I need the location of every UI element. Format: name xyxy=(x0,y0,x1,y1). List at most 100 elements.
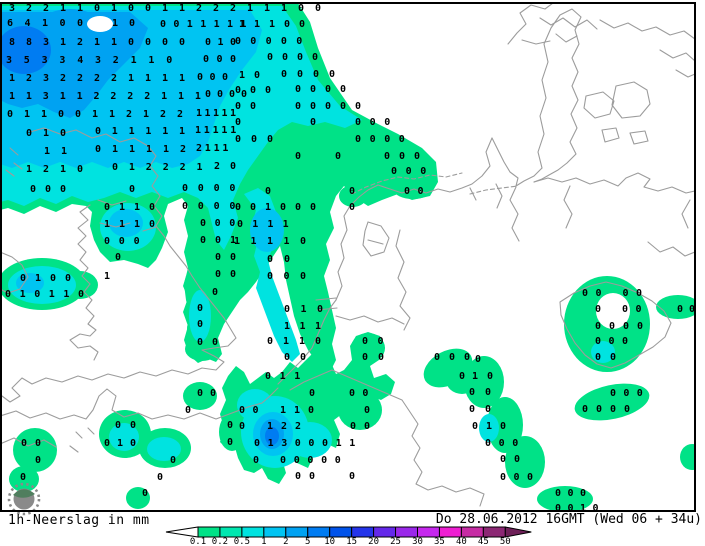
precip-value-row: 00 xyxy=(595,352,626,363)
precip-value-row: 00 xyxy=(215,252,246,263)
legend-threshold-label: 40 xyxy=(455,537,467,546)
precip-value-row: 000 xyxy=(391,166,435,177)
precip-value-row: 0111 xyxy=(237,219,298,230)
precip-value-row: 00 xyxy=(197,337,228,348)
border-nl-de xyxy=(395,229,411,331)
precip-value-row: 0 xyxy=(265,186,281,197)
precip-value-row: 00 xyxy=(404,186,432,197)
precip-value-row: 10 xyxy=(472,371,503,382)
precip-value-row: 000 xyxy=(235,134,284,145)
precip-hole xyxy=(596,293,630,329)
precip-area xyxy=(189,290,211,342)
precip-value-row: 0000 xyxy=(355,134,414,145)
legend-threshold-label: 50 xyxy=(499,537,511,546)
precip-value-row: 000 xyxy=(235,85,281,96)
precip-value-row: 0010 xyxy=(555,503,606,513)
precip-value-row: 000 xyxy=(555,488,593,499)
precip-value-row: 12322221111 xyxy=(9,73,197,84)
precip-value-row: 0 xyxy=(227,437,241,448)
precip-value-row: 00 xyxy=(235,101,266,112)
legend-threshold-label: 0.5 xyxy=(233,537,251,546)
precip-area xyxy=(42,9,98,35)
precip-area xyxy=(537,486,593,510)
precip-value-row: 0000 xyxy=(595,321,652,332)
precip-value-row: 113112222111 xyxy=(9,91,212,102)
precip-value-row: 00000 xyxy=(280,455,349,466)
precip-value-row: 0 xyxy=(310,117,326,128)
precip-value-row: 001 xyxy=(200,235,246,246)
legend-box xyxy=(438,526,462,538)
precip-area xyxy=(109,209,143,237)
precip-value-row: 0110 xyxy=(267,336,332,347)
coast-ireland xyxy=(2,252,29,294)
legend-box xyxy=(219,526,243,538)
coast-scotland-west xyxy=(69,204,99,361)
precip-value-row: 0 xyxy=(20,472,34,483)
precip-value-row: 1 xyxy=(0,56,12,66)
precip-value-row: 00 xyxy=(215,269,246,280)
precip-value-row: 0 xyxy=(459,371,473,382)
precip-value-row: 0 xyxy=(335,151,351,162)
legend-threshold-label: 20 xyxy=(368,537,380,546)
precip-area xyxy=(250,208,284,252)
precip-area xyxy=(2,26,51,74)
precip-value-row: 0 xyxy=(364,405,380,416)
legend-threshold-label: 45 xyxy=(477,537,489,546)
precip-value-row: 00 xyxy=(362,352,395,363)
precip-value-row: 010 xyxy=(26,128,78,139)
precip-area xyxy=(219,413,245,451)
precip-area xyxy=(479,414,499,442)
precip-value-row: 000 xyxy=(355,117,399,128)
precip-hole xyxy=(87,16,113,32)
legend-box xyxy=(241,526,265,538)
precip-value-row: 000 xyxy=(197,72,235,83)
spiral-logo xyxy=(7,482,41,516)
precip-value-row: 00 00 xyxy=(582,288,650,299)
border-be-nl xyxy=(335,315,405,325)
legend-underflow-arrow xyxy=(165,526,199,538)
precip-value-row: 000 xyxy=(595,336,636,347)
precip-value-row: 0 00 xyxy=(595,304,650,315)
border-de-cz xyxy=(559,281,672,369)
precip-value-row: 0 xyxy=(142,488,156,499)
legend-threshold-label: 15 xyxy=(346,537,358,546)
precip-value-row: 6 xyxy=(0,19,11,29)
precip-areas xyxy=(2,4,694,510)
precip-value-row: 0 xyxy=(235,117,251,128)
precip-area xyxy=(13,428,57,472)
precip-value-row: 0 xyxy=(349,471,364,482)
precip-value-row: 11100 xyxy=(239,19,315,30)
coast-frisian-dashed xyxy=(351,172,463,195)
precip-value-row: 0000 xyxy=(281,69,346,80)
legend-threshold-label: 0.1 xyxy=(189,537,207,546)
precip-value-row: 0000 xyxy=(182,183,246,194)
border-maritime-dashed xyxy=(469,185,519,195)
precip-value-row: 122 xyxy=(267,421,310,432)
river-elbe xyxy=(563,185,573,229)
precip-value-row: 000 xyxy=(434,352,480,363)
coast-brittany xyxy=(2,427,95,453)
precip-value-row: 0 xyxy=(185,405,199,416)
precip-value-row: 0000 xyxy=(182,201,246,212)
precip-value-row: 4 xyxy=(0,37,12,47)
precip-value-row: 0110 xyxy=(104,202,165,213)
precip-value-row: 00 xyxy=(350,421,379,432)
precip-value-row: 011 xyxy=(265,371,309,382)
precip-value-row: 000 xyxy=(203,54,244,65)
precip-value-row: 11 xyxy=(44,146,79,157)
precip-value-row: 00 xyxy=(469,387,502,398)
legend-threshold-label: 1 xyxy=(261,537,267,546)
precip-value-row: 0100 xyxy=(20,273,81,284)
precip-area xyxy=(183,382,217,410)
precip-value-row: 00000 xyxy=(235,36,312,47)
border-fr-be-de xyxy=(289,369,485,507)
legend-box xyxy=(395,526,418,538)
legend-box xyxy=(482,526,506,538)
precip-value-row: 0 xyxy=(227,420,241,431)
precip-value-row: 0 xyxy=(129,184,145,195)
legend-box xyxy=(307,526,331,538)
precip-value-row: 01100112122 xyxy=(7,109,195,120)
precip-value-row: 0 xyxy=(239,421,255,432)
